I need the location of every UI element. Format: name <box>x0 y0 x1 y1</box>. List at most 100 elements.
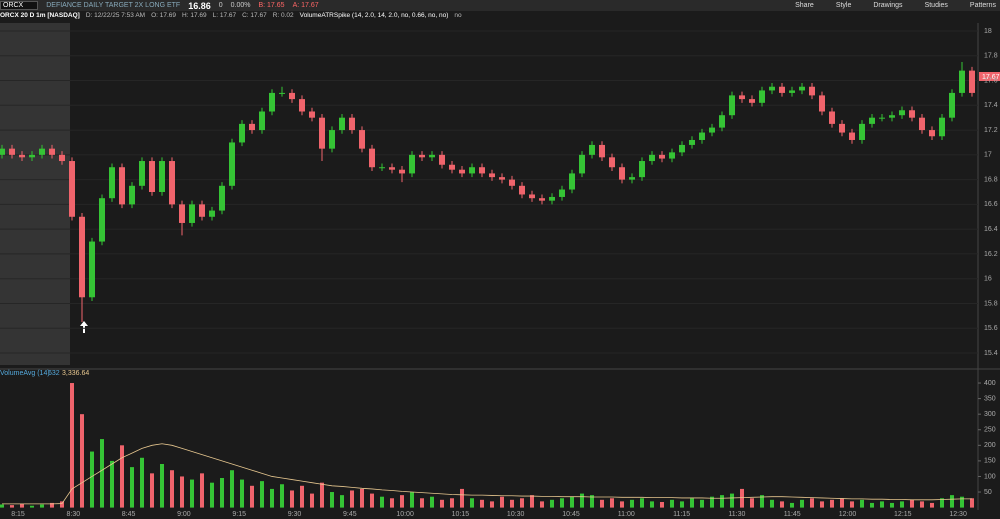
button[interactable]: Drawings <box>873 2 903 9</box>
volume-bar <box>50 502 54 508</box>
candle-body <box>339 117 345 131</box>
button[interactable]: Patterns <box>969 2 996 9</box>
candle-body <box>869 117 875 124</box>
volume-bar <box>580 493 584 508</box>
candle-body <box>669 152 675 159</box>
volume-bar <box>90 451 94 508</box>
volume-bar <box>220 478 224 508</box>
candle-body <box>969 70 975 93</box>
button[interactable]: Studies <box>924 2 948 9</box>
symbol-input[interactable]: ORCX <box>0 1 39 10</box>
candle-body <box>289 92 295 100</box>
volume-bar <box>540 501 544 508</box>
volume-bar <box>780 501 784 508</box>
candle-body <box>349 117 355 131</box>
y-tick-label: 350 <box>984 395 996 402</box>
x-tick-label: 8:45 <box>122 511 136 518</box>
candle-body <box>499 177 505 180</box>
x-tick-label: 9:30 <box>288 511 302 518</box>
button[interactable]: Share <box>795 2 814 9</box>
candle-body <box>479 167 485 174</box>
x-tick-label: 8:15 <box>11 511 25 518</box>
volume-bar <box>160 464 164 508</box>
candle-body <box>309 111 315 118</box>
study: VolumeATRSpike (14, 2.0, 14, 2.0, no, 0.… <box>299 12 449 19</box>
volume-bar <box>360 488 364 508</box>
candle-body <box>429 154 435 158</box>
y-tick-label: 15.4 <box>984 350 998 357</box>
volume-bar <box>820 501 824 508</box>
candle-body <box>219 185 225 211</box>
volume-bar <box>170 470 174 508</box>
candle-body <box>459 169 465 174</box>
volume-bar <box>30 505 34 508</box>
volume-bar <box>270 488 274 508</box>
volume-bar <box>240 479 244 508</box>
candle-body <box>909 110 915 118</box>
candle-body <box>439 154 445 165</box>
candle-body <box>359 130 365 149</box>
x-tick-label: 10:00 <box>396 511 414 518</box>
y-tick-label: 15.8 <box>984 300 998 307</box>
candle-body <box>419 154 425 158</box>
y-tick-label: 300 <box>984 411 996 418</box>
x-tick-label: 9:15 <box>232 511 246 518</box>
y-tick-label: 16.6 <box>984 201 998 208</box>
candle-body <box>679 144 685 153</box>
volume-bar <box>310 493 314 508</box>
candle-body <box>929 130 935 137</box>
candle-body <box>259 111 265 131</box>
volume-bar <box>860 499 864 508</box>
volume-bar <box>420 498 424 508</box>
volume-bar <box>850 501 854 508</box>
candle-body <box>9 148 15 155</box>
volume-avg-line <box>2 443 972 505</box>
candle-body <box>649 154 655 162</box>
candle-body <box>789 90 795 93</box>
y-tick-label: 150 <box>984 458 996 465</box>
description: DEFIANCE DAILY TARGET 2X LONG ETF <box>46 2 181 9</box>
candle-body <box>879 117 885 119</box>
candle-body <box>849 132 855 140</box>
volume-bar <box>680 501 684 508</box>
candle-body <box>119 167 125 205</box>
volume-bar <box>190 479 194 508</box>
field: O: 17.69 <box>151 12 177 19</box>
candle-body <box>529 194 535 199</box>
y-tick-label: 16.4 <box>984 226 998 233</box>
candle-body <box>729 95 735 116</box>
candle-body <box>39 148 45 155</box>
candle-body <box>559 189 565 197</box>
y-tick-label: 18 <box>984 28 992 35</box>
candle-body <box>609 157 615 168</box>
y-tick-label: 15.6 <box>984 325 998 332</box>
field: C: 17.67 <box>242 12 267 19</box>
candle-body <box>709 127 715 133</box>
candle-body <box>769 86 775 91</box>
volume-bar <box>230 470 234 508</box>
volume-bar <box>890 502 894 508</box>
button[interactable]: Style <box>835 2 852 9</box>
volume-bar <box>830 499 834 508</box>
volume-bar <box>520 498 524 508</box>
price-tag-label: 17.67 <box>982 74 1000 81</box>
volume-bar <box>900 501 904 508</box>
x-tick-label: 10:15 <box>452 511 470 518</box>
toolbar: ORCX DEFIANCE DAILY TARGET 2X LONG ETF 1… <box>0 0 1000 11</box>
volume-bar <box>200 473 204 508</box>
volume-bar <box>320 482 324 508</box>
volume-bar <box>380 496 384 508</box>
candle-body <box>179 204 185 223</box>
x-tick-label: 10:45 <box>562 511 580 518</box>
y-tick-label: 17.8 <box>984 53 998 60</box>
candle-body <box>659 154 665 159</box>
volume-bar <box>100 439 104 508</box>
volume-bar <box>740 488 744 508</box>
volume-bar <box>340 495 344 508</box>
volume-bar <box>250 485 254 508</box>
candle-body <box>329 130 335 149</box>
volume-bar <box>490 501 494 508</box>
candle-body <box>269 92 275 112</box>
